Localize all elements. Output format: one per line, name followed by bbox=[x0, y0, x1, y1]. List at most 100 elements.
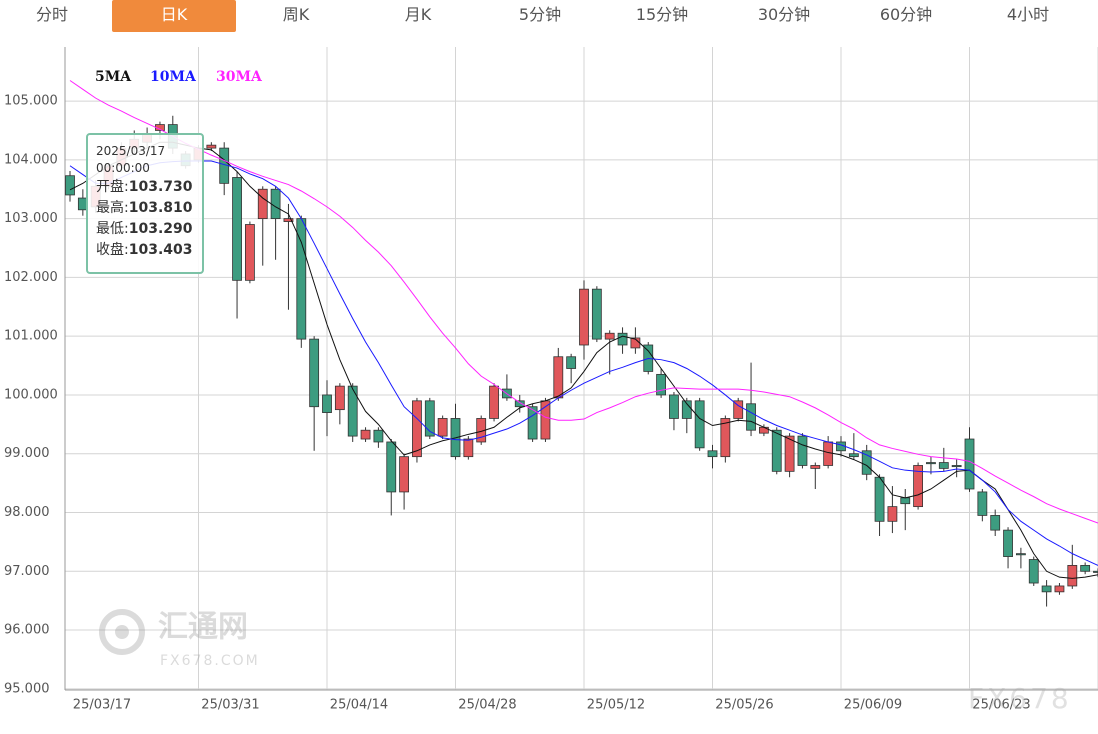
watermark: 汇通网 FX678.COM FX678 bbox=[99, 609, 1072, 715]
candle-body bbox=[270, 188, 281, 220]
candle-body bbox=[399, 456, 410, 493]
candle-body bbox=[1093, 570, 1098, 573]
x-tick-label: 25/06/23 bbox=[972, 698, 1030, 713]
candle-body bbox=[784, 435, 795, 472]
candle-body bbox=[771, 429, 782, 472]
candle-body bbox=[797, 435, 808, 466]
tooltip-date: 2025/03/17 bbox=[96, 144, 166, 158]
candle-body bbox=[913, 465, 923, 508]
tooltip-label: 最高: bbox=[96, 200, 129, 216]
y-tick-label: 104.000 bbox=[4, 152, 58, 167]
candle-body bbox=[322, 394, 332, 413]
tab[interactable]: 周K bbox=[282, 5, 310, 24]
candle-body bbox=[977, 491, 988, 516]
candle-body bbox=[887, 506, 898, 522]
candle-body bbox=[360, 429, 371, 440]
tab[interactable]: 15分钟 bbox=[635, 5, 689, 24]
watermark-brand: 汇通网 bbox=[158, 610, 248, 645]
y-tick-label: 95.000 bbox=[4, 681, 50, 696]
legend-entry: 5MA bbox=[95, 69, 132, 85]
candle-body bbox=[1067, 564, 1078, 587]
tooltip: 2025/03/17 00:00:00 开盘:103.730 最高:103.810… bbox=[86, 133, 204, 274]
tooltip-row: 最高:103.810 bbox=[96, 198, 202, 219]
candle-body bbox=[463, 438, 474, 458]
candle-body bbox=[810, 465, 821, 469]
candle-body bbox=[412, 400, 422, 458]
legend-entry: 10MA bbox=[150, 69, 197, 85]
candle-body bbox=[1016, 553, 1026, 556]
tab[interactable]: 日K bbox=[112, 0, 236, 32]
candle-body bbox=[424, 400, 435, 437]
candle-body bbox=[386, 441, 397, 493]
watermark-corner: FX678 bbox=[968, 682, 1072, 715]
candle-body bbox=[964, 438, 975, 490]
candle-body bbox=[1041, 585, 1052, 593]
y-tick-label: 105.000 bbox=[4, 94, 58, 109]
y-tick-label: 99.000 bbox=[4, 446, 50, 461]
candle-body bbox=[694, 400, 705, 449]
x-tick-label: 25/03/31 bbox=[201, 698, 259, 713]
x-tick-label: 25/05/12 bbox=[587, 698, 645, 713]
candle-body bbox=[527, 406, 538, 440]
candle-body bbox=[296, 218, 307, 340]
candle-body bbox=[579, 288, 589, 346]
candle-body bbox=[759, 426, 769, 434]
candle-body bbox=[566, 356, 577, 369]
x-tick-label: 25/04/28 bbox=[458, 698, 516, 713]
candle-body bbox=[720, 418, 731, 458]
tab[interactable]: 60分钟 bbox=[879, 5, 933, 24]
candles bbox=[65, 80, 1098, 607]
candle-body bbox=[437, 418, 448, 437]
candle-body bbox=[373, 429, 384, 443]
candle-body bbox=[746, 403, 756, 431]
candle-body bbox=[656, 373, 666, 396]
candle-body bbox=[553, 356, 564, 399]
candle-body bbox=[232, 177, 242, 281]
tab[interactable]: 30分钟 bbox=[757, 5, 811, 24]
ma-line bbox=[69, 80, 1098, 524]
tooltip-value: 103.730 bbox=[128, 179, 193, 195]
candle-body bbox=[938, 462, 949, 469]
candle-body bbox=[604, 332, 615, 340]
candle-body bbox=[990, 515, 1001, 531]
tab[interactable]: 4小时 bbox=[1006, 5, 1050, 24]
ma-line bbox=[69, 160, 1098, 566]
tooltip-label: 收盘: bbox=[96, 242, 129, 258]
x-tick-label: 25/04/14 bbox=[330, 698, 388, 713]
x-tick-label: 25/06/09 bbox=[844, 698, 902, 713]
y-tick-label: 96.000 bbox=[4, 623, 50, 638]
candle-body bbox=[707, 450, 718, 458]
y-tick-label: 98.000 bbox=[4, 505, 50, 520]
y-tick-label: 103.000 bbox=[4, 211, 58, 226]
tooltip-value: 103.810 bbox=[128, 200, 193, 216]
candle-body bbox=[309, 338, 320, 408]
watermark-logo-dot bbox=[115, 625, 129, 639]
tooltip-row: 收盘:103.403 bbox=[96, 240, 202, 261]
tooltip-row: 最低:103.290 bbox=[96, 219, 202, 240]
candle-body bbox=[244, 224, 255, 281]
tooltip-label: 最低: bbox=[96, 221, 129, 237]
grid bbox=[65, 47, 1098, 690]
tooltip-rows: 开盘:103.730 最高:103.810 最低:103.290 收盘:103.403 bbox=[96, 177, 202, 261]
candle-body bbox=[733, 400, 744, 419]
tooltip-time: 00:00:00 bbox=[96, 161, 150, 175]
tab[interactable]: 月K bbox=[404, 5, 432, 24]
candle-body bbox=[206, 144, 217, 149]
candle-body bbox=[1028, 559, 1039, 584]
candle-body bbox=[489, 385, 499, 419]
candle-body bbox=[283, 218, 294, 222]
tooltip-value: 103.403 bbox=[128, 242, 193, 258]
candle-body bbox=[1080, 564, 1091, 572]
candle-body bbox=[951, 465, 962, 468]
tooltip-row: 开盘:103.730 bbox=[96, 177, 202, 198]
candle-body bbox=[1054, 585, 1065, 593]
tab[interactable]: 分时 bbox=[35, 5, 68, 24]
candle-body bbox=[1003, 529, 1013, 557]
tab[interactable]: 5分钟 bbox=[518, 5, 562, 24]
candle-body bbox=[591, 288, 602, 340]
candle-body bbox=[65, 175, 75, 196]
watermark-site: FX678.COM bbox=[160, 653, 260, 669]
candle-body bbox=[617, 332, 628, 346]
